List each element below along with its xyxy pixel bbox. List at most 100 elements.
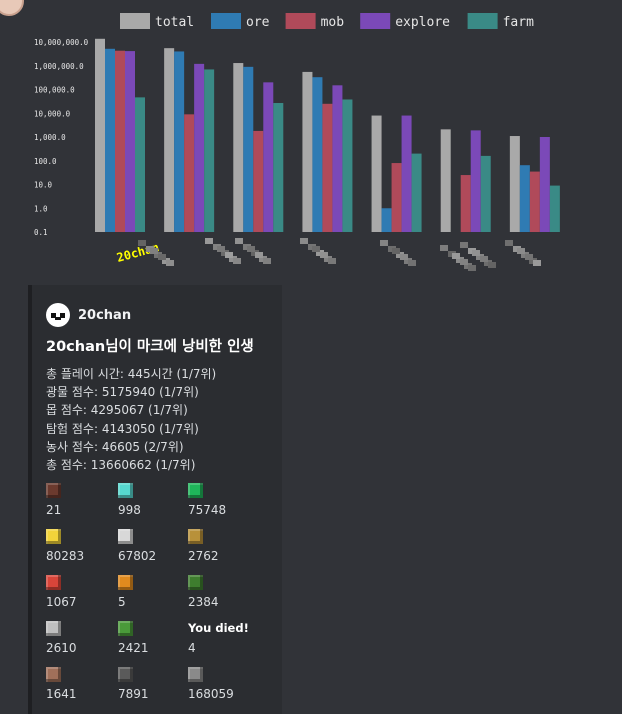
bar-total: [233, 63, 244, 232]
embed-field: 2421: [118, 621, 188, 661]
bar-explore: [125, 51, 135, 232]
field-value: 1641: [46, 687, 77, 701]
embed-field: 67802: [118, 529, 188, 569]
legend-swatch-ore: [211, 13, 241, 29]
bar-explore: [401, 115, 412, 232]
field-value: 80283: [46, 549, 85, 563]
farm-score-line: 농사 점수: 46605 (2/7위): [46, 439, 184, 454]
pixelated-label-block: [460, 259, 468, 265]
y-tick-label: 10.0: [34, 181, 53, 190]
bar-mob: [322, 103, 333, 233]
bar-ore: [243, 66, 254, 233]
bar-farm: [342, 99, 353, 233]
y-tick-label: 1.0: [34, 204, 48, 213]
bar-total: [302, 71, 313, 233]
y-tick-label: 100,000.0: [34, 86, 75, 95]
bar-farm: [480, 155, 491, 232]
bar-chart: total ore mob explore farm 10,000,000.0 1,000,…: [0, 0, 622, 290]
villager-icon: [46, 667, 61, 682]
field-value: 2610: [46, 641, 77, 655]
pixelated-label-block: [408, 260, 416, 266]
field-value: 75748: [188, 503, 227, 517]
y-tick-label: 1,000,000.0: [34, 62, 84, 71]
pixelated-label-block: [452, 253, 460, 259]
embed-field: 2384: [188, 575, 258, 615]
bar-mob: [391, 163, 402, 232]
author-name[interactable]: 20chan: [78, 307, 132, 323]
field-value: 2762: [188, 549, 219, 563]
pixelated-label-block: [233, 258, 241, 264]
bar-total: [440, 129, 451, 232]
embed-field: 998: [118, 483, 188, 523]
pixelated-label-block: [517, 248, 525, 254]
total-score-line: 총 점수: 13660662 (1/7위): [46, 458, 196, 473]
bar-explore: [194, 63, 205, 232]
skeleton-skull-icon: [46, 621, 61, 636]
legend-label-explore: explore: [395, 15, 450, 30]
stone-icon: [188, 667, 203, 682]
bar-total: [164, 48, 175, 233]
pixelated-label-block: [217, 246, 225, 252]
bar-mob: [253, 130, 264, 232]
pixelated-label-block: [247, 246, 255, 252]
explore-score-line: 탐험 점수: 4143050 (1/7위): [46, 421, 199, 436]
bar-ore: [174, 51, 185, 232]
bar-explore: [539, 137, 550, 232]
embed-field: 80283: [46, 529, 116, 569]
y-tick-label: 10,000.0: [34, 109, 71, 118]
field-value: 67802: [118, 549, 157, 563]
embed-title: 20chan님이 마크에 낭비한 인생: [46, 339, 254, 355]
ore-score-line: 광물 점수: 5175940 (1/7위): [46, 385, 199, 400]
bar-ore: [519, 165, 530, 232]
bar-farm: [135, 97, 145, 232]
bar-mob: [184, 114, 195, 232]
pixelated-label-block: [505, 240, 513, 246]
pumpkin-icon: [118, 575, 133, 590]
field-value: 21: [46, 503, 62, 517]
diamond-icon: [118, 483, 133, 498]
zombie-head-icon: [118, 621, 133, 636]
pixelated-label-block: [158, 254, 166, 260]
pixelated-label-block: [328, 258, 336, 264]
mob-score-line: 몹 점수: 4295067 (1/7위): [46, 403, 188, 418]
bar-farm: [273, 103, 284, 232]
bar-total: [371, 115, 382, 232]
bar-explore: [332, 85, 343, 232]
wheat-icon: [188, 529, 203, 544]
chart-svg: total ore mob explore farm 10,000,000.0 1,000,…: [34, 13, 560, 271]
field-value: 4: [188, 641, 196, 655]
legend-label-mob: mob: [321, 15, 345, 30]
bar-total: [95, 38, 105, 232]
gold-ingot-icon: [46, 529, 61, 544]
bar-mob: [529, 171, 540, 232]
pixelated-label-block: [138, 240, 146, 246]
embed-field: 1641: [46, 667, 116, 707]
field-value: 2421: [118, 641, 149, 655]
field-value: 168059: [188, 687, 234, 701]
bar-farm: [411, 153, 422, 232]
pixelated-label-block: [235, 238, 243, 244]
field-value: 1067: [46, 595, 77, 609]
embed-field: 2610: [46, 621, 116, 661]
embed-field: 21: [46, 483, 116, 523]
pixelated-label-block: [300, 238, 308, 244]
pixelated-label-block: [525, 254, 533, 260]
embed-field: 2762: [188, 529, 258, 569]
pixelated-label-block: [166, 260, 174, 266]
pixelated-label-block: [320, 252, 328, 258]
embed-field: 168059: [188, 667, 258, 707]
y-tick-label: 10,000,000.0: [34, 38, 89, 47]
pixelated-label-block: [392, 248, 400, 254]
iron-ingot-icon: [118, 529, 133, 544]
pixelated-label-block: [225, 252, 233, 258]
embed-description: 총 플레이 시간: 445시간 (1/7위) 광물 점수: 5175940 (1…: [46, 365, 216, 474]
embed-field: 5: [118, 575, 188, 615]
anvil-icon: [118, 667, 133, 682]
field-label: You died!: [188, 621, 249, 635]
pixelated-label-block: [205, 238, 213, 244]
bar-ore: [312, 77, 323, 232]
play-time-line: 총 플레이 시간: 445시간 (1/7위): [46, 367, 217, 381]
field-value: 998: [118, 503, 141, 517]
embed-field: You died! 4: [188, 621, 258, 661]
pixelated-label-block: [533, 260, 541, 266]
